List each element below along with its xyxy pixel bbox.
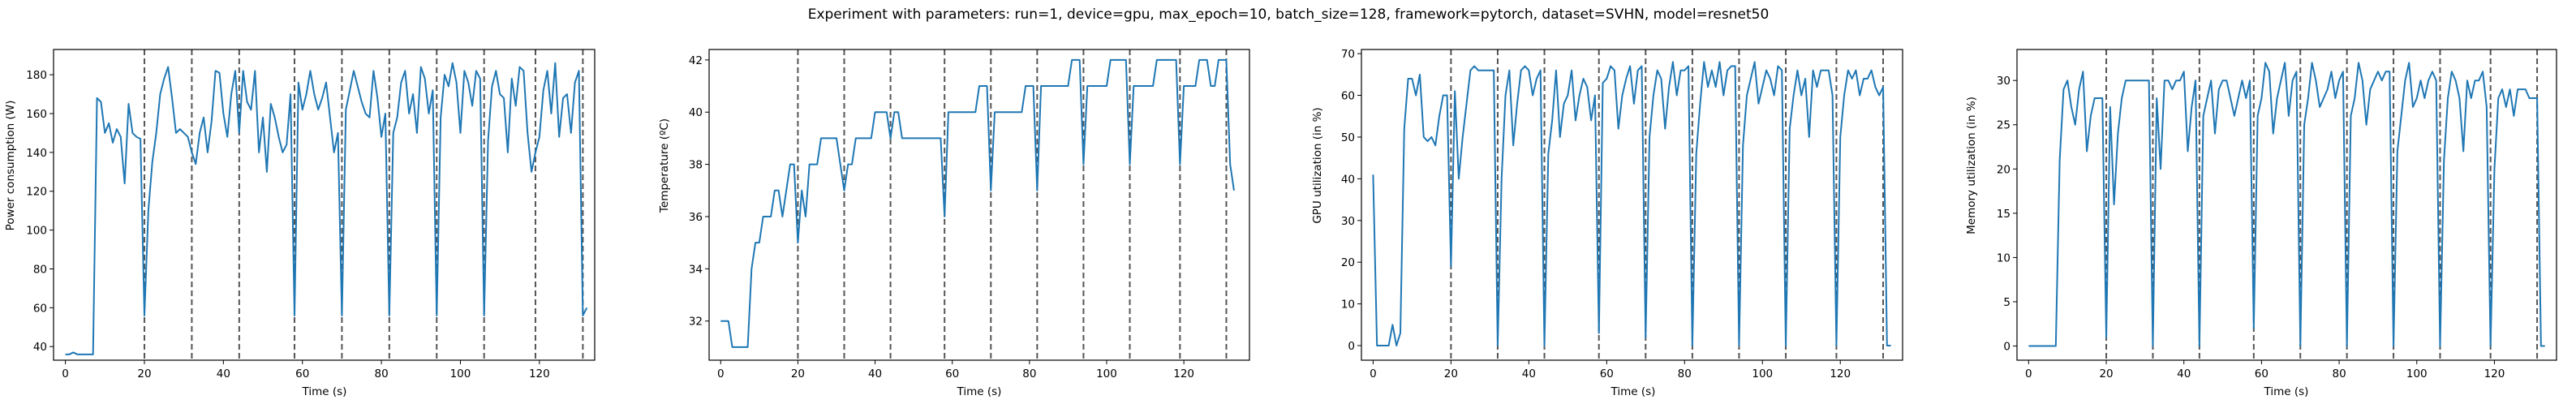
gpu-util-xtick-label: 80 <box>1678 367 1692 380</box>
temperature-xtick-label: 20 <box>791 367 805 380</box>
figure-suptitle: Experiment with parameters: run=1, devic… <box>808 6 1770 23</box>
power-xtick-label: 80 <box>375 367 389 380</box>
gpu-util-xtick-label: 120 <box>1830 367 1851 380</box>
gpu-util-ytick-label: 0 <box>1348 340 1355 353</box>
temperature-ytick-label: 36 <box>689 211 703 224</box>
temperature-xtick-label: 60 <box>945 367 959 380</box>
memory-util-xtick-label: 20 <box>2099 367 2113 380</box>
gpu-util-xtick-label: 40 <box>1522 367 1536 380</box>
power-xtick-label: 120 <box>529 367 550 380</box>
power-ytick-label: 40 <box>33 341 47 354</box>
temperature-xtick-label: 0 <box>717 367 725 380</box>
temperature-xtick-label: 80 <box>1022 367 1036 380</box>
memory-util-xtick-label: 80 <box>2332 367 2346 380</box>
power-xlabel: Time (s) <box>302 385 347 398</box>
memory-util-ytick-label: 10 <box>1997 251 2010 264</box>
gpu-util-ytick-label: 60 <box>1341 90 1355 103</box>
power-xtick-label: 20 <box>137 367 151 380</box>
temperature-ytick-label: 38 <box>689 159 703 172</box>
memory-util-ytick-label: 0 <box>2003 341 2010 354</box>
memory-util-xtick-label: 40 <box>2177 367 2191 380</box>
gpu-util-xtick-label: 0 <box>1370 367 1377 380</box>
temperature-ytick-label: 40 <box>689 106 703 119</box>
gpu-util-xtick-label: 100 <box>1752 367 1773 380</box>
temperature-xtick-label: 100 <box>1096 367 1117 380</box>
power-ylabel: Power consumption (W) <box>4 101 17 231</box>
memory-util-axes-frame <box>2016 49 2557 361</box>
memory-util-xtick-label: 100 <box>2406 367 2428 380</box>
memory-util-xtick-label: 120 <box>2484 367 2505 380</box>
gpu-util-ytick-label: 10 <box>1341 299 1355 312</box>
power-series-line <box>65 62 588 355</box>
temperature-ytick-label: 42 <box>689 54 703 67</box>
power-ytick-label: 100 <box>26 225 47 238</box>
memory-util-xtick-label: 60 <box>2255 367 2269 380</box>
memory-util-ytick-label: 20 <box>1997 163 2010 176</box>
subplot-temperature: Temperature (ºC) Time (s) 0 20 40 60 80 100 12… <box>658 49 1250 398</box>
subplot-gpu-util: GPU utilization (in %) Time (s) 0 20 40 60 8… <box>1311 48 1903 398</box>
memory-util-series-line <box>2028 62 2545 347</box>
memory-util-ylabel: Memory utilization (in %) <box>1965 97 1978 234</box>
gpu-util-xtick-label: 20 <box>1444 367 1458 380</box>
temperature-axes-frame <box>708 49 1250 361</box>
temperature-ytick-label: 32 <box>689 316 703 329</box>
power-ytick-label: 180 <box>26 69 47 82</box>
power-ytick-label: 80 <box>33 263 47 276</box>
temperature-xtick-label: 120 <box>1173 367 1194 380</box>
gpu-util-ytick-label: 30 <box>1341 215 1355 228</box>
gpu-util-series-line <box>1372 61 1891 347</box>
temperature-xlabel: Time (s) <box>957 385 1002 398</box>
memory-util-ytick-label: 25 <box>1997 119 2010 132</box>
memory-util-ytick-label: 5 <box>2003 296 2010 309</box>
power-xtick-label: 60 <box>295 367 309 380</box>
temperature-ylabel: Temperature (ºC) <box>658 118 671 213</box>
power-ytick-label: 120 <box>26 186 47 199</box>
memory-util-xtick-label: 0 <box>2025 367 2032 380</box>
power-ytick-label: 60 <box>33 302 47 315</box>
gpu-util-xlabel: Time (s) <box>1611 385 1656 398</box>
gpu-util-axes-frame <box>1361 49 1903 361</box>
temperature-xtick-label: 40 <box>868 367 882 380</box>
memory-util-xlabel: Time (s) <box>2264 385 2309 398</box>
gpu-util-ytick-label: 20 <box>1341 256 1355 269</box>
power-ytick-label: 140 <box>26 147 47 160</box>
temperature-series-line <box>720 58 1235 348</box>
temperature-ytick-label: 34 <box>689 263 703 276</box>
gpu-util-ytick-label: 50 <box>1341 131 1355 144</box>
power-xtick-label: 0 <box>62 367 69 380</box>
gpu-util-xtick-label: 60 <box>1600 367 1614 380</box>
power-xtick-label: 100 <box>450 367 471 380</box>
power-xtick-label: 40 <box>217 367 230 380</box>
gpu-util-ytick-label: 40 <box>1341 173 1355 186</box>
subplot-memory-util: Memory utilization (in %) Time (s) 0 20 40… <box>1965 49 2557 398</box>
power-axes-frame <box>53 49 596 361</box>
memory-util-ytick-label: 30 <box>1997 75 2010 88</box>
subplot-power: Power consumption (W) Time (s) 0 20 40 60 80… <box>4 49 596 398</box>
power-ytick-label: 160 <box>26 108 47 121</box>
gpu-util-ytick-label: 70 <box>1341 48 1355 61</box>
memory-util-ytick-label: 15 <box>1997 208 2010 221</box>
gpu-util-ylabel: GPU utilization (in %) <box>1311 107 1324 223</box>
